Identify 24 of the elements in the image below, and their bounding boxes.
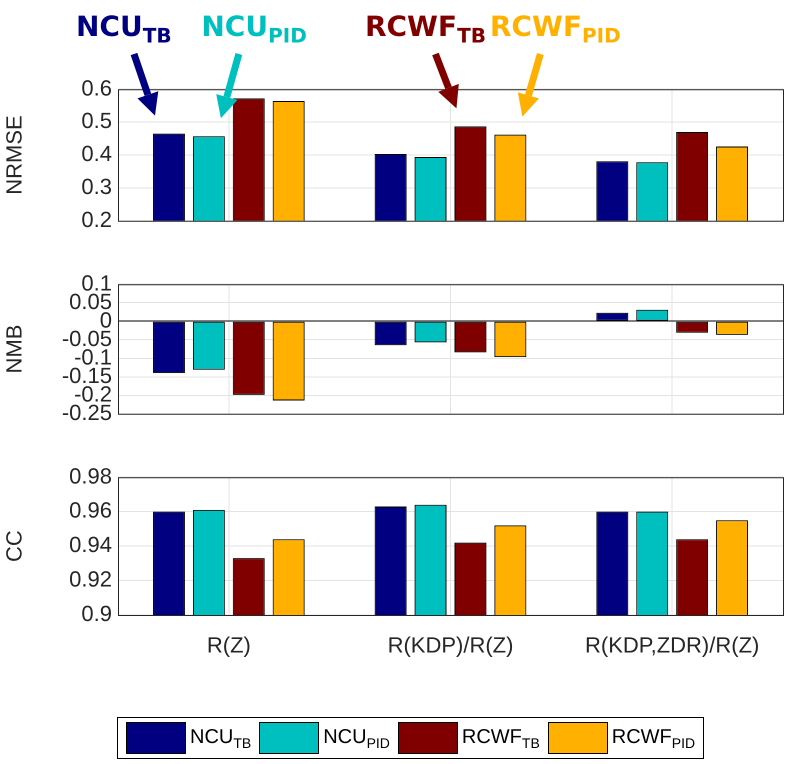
x-tick-label: R(KDP)/R(Z) [388,632,514,658]
x-tick-label: R(KDP,ZDR)/R(Z) [584,632,760,658]
y-axis-title: NRMSE [1,115,26,195]
legend-label: RCWF$_{PID}$ [612,726,696,750]
y-tick-label: 0.9 [81,601,112,626]
y-tick-label: 0.4 [81,141,112,166]
y-tick-label: 0.94 [69,532,112,558]
y-tick-label: 0.2 [81,206,112,232]
legend-label: NCU$_{TB}$ [190,726,252,750]
legend-label: RCWF$_{TB}$ [462,726,540,750]
text: NCU$_{TB}$ [76,10,172,48]
text: RCWF$_{PID}$ [490,10,621,48]
y-axis-title: NMB [1,324,26,374]
y-tick-label: 0.3 [81,174,112,199]
y-tick-label: 0.98 [69,463,112,488]
y-axis-title: CC [1,530,26,562]
y-tick-label: 0.96 [69,498,112,523]
text: NCU$_{PID}$ [201,10,307,48]
y-tick-label: 0.92 [69,566,112,592]
text: RCWF$_{TB}$ [364,10,486,48]
legend-label: NCU$_{PID}$ [323,726,390,750]
x-tick-label: R(Z) [206,632,251,658]
y-tick-label: 0.5 [81,108,112,134]
y-tick-label: 0.6 [81,75,112,100]
